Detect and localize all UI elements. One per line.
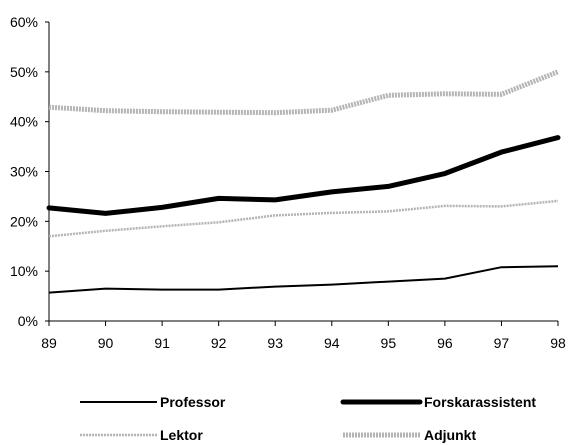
y-tick-label: 10% bbox=[10, 263, 38, 279]
y-tick-label: 30% bbox=[10, 164, 38, 180]
legend-label-lektor: Lektor bbox=[160, 427, 203, 443]
y-tick-label: 60% bbox=[10, 14, 38, 30]
y-tick-label: 50% bbox=[10, 64, 38, 80]
x-tick-label: 97 bbox=[494, 335, 510, 351]
plot-area bbox=[46, 69, 561, 294]
y-axis-ticks: 0% 10% 20% 30% 40% 50% 60% bbox=[10, 14, 49, 329]
x-tick-label: 92 bbox=[211, 335, 227, 351]
y-tick-label: 0% bbox=[18, 313, 38, 329]
x-tick-label: 95 bbox=[381, 335, 397, 351]
series-line-professor bbox=[48, 265, 559, 294]
x-tick-label: 98 bbox=[550, 335, 566, 351]
series-line-adjunkt bbox=[48, 69, 559, 116]
y-tick-label: 40% bbox=[10, 114, 38, 130]
x-tick-label: 96 bbox=[437, 335, 453, 351]
axes bbox=[48, 22, 558, 322]
legend-label-professor: Professor bbox=[160, 394, 226, 410]
legend: Professor Forskarassistent Lektor Adjunkt bbox=[80, 394, 536, 443]
legend-label-adjunkt: Adjunkt bbox=[424, 427, 476, 443]
x-axis-ticks: 89 90 91 92 93 94 95 96 97 98 bbox=[41, 321, 566, 351]
legend-label-forskarassistent: Forskarassistent bbox=[424, 394, 536, 410]
series-line-forskarassistent bbox=[46, 135, 561, 216]
x-tick-label: 89 bbox=[41, 335, 57, 351]
x-tick-label: 94 bbox=[324, 335, 340, 351]
x-tick-label: 90 bbox=[98, 335, 114, 351]
x-tick-label: 93 bbox=[267, 335, 283, 351]
series-line-lektor bbox=[48, 199, 559, 238]
x-tick-label: 91 bbox=[154, 335, 170, 351]
y-tick-label: 20% bbox=[10, 213, 38, 229]
